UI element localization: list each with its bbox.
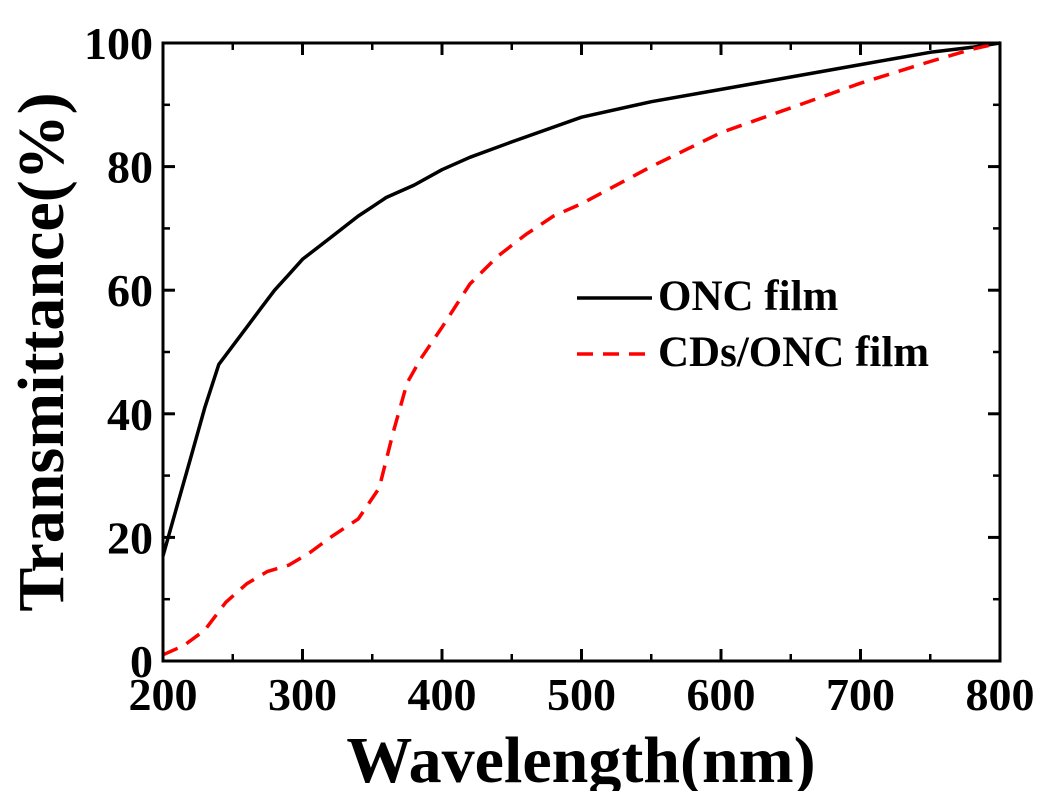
y-tick-label: 20 bbox=[107, 512, 153, 563]
y-tick-label: 60 bbox=[107, 265, 153, 316]
ticks-layer: 200 300 400 500 600 700 800 0 20 40 60 80 100 bbox=[84, 18, 1035, 720]
series-line-1 bbox=[161, 41, 1001, 557]
legend: ONC film CDs/ONC film bbox=[577, 273, 929, 376]
y-axis-title: Transmittance(%) bbox=[5, 92, 78, 611]
x-tick-label: 400 bbox=[408, 669, 477, 720]
series-line-2 bbox=[162, 41, 1001, 657]
x-tick-label: 500 bbox=[547, 669, 616, 720]
x-axis-title: Wavelength(nm) bbox=[346, 724, 815, 791]
legend-label-2: CDs/ONC film bbox=[658, 329, 929, 376]
y-tick-label: 40 bbox=[107, 389, 153, 440]
y-tick-label: 80 bbox=[107, 142, 153, 193]
x-tick-label: 300 bbox=[268, 669, 337, 720]
y-tick-label: 100 bbox=[84, 18, 153, 69]
x-tick-label: 200 bbox=[129, 669, 198, 720]
series-layer bbox=[161, 41, 1001, 657]
y-tick-label: 0 bbox=[130, 636, 153, 687]
x-tick-label: 600 bbox=[687, 669, 756, 720]
legend-label-1: ONC film bbox=[658, 273, 839, 320]
x-tick-label: 800 bbox=[966, 669, 1035, 720]
x-tick-label: 700 bbox=[826, 669, 895, 720]
